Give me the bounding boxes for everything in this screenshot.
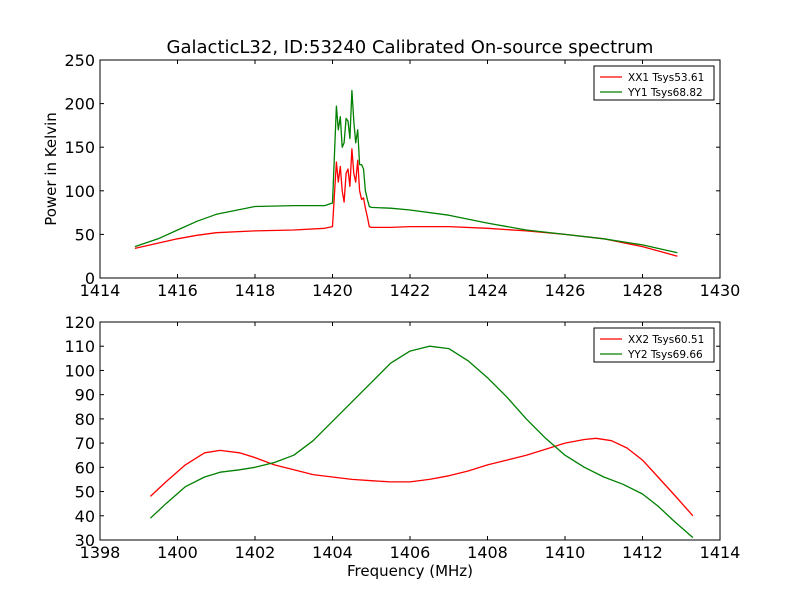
x-tick-label: 1430 [700, 281, 741, 300]
series-line-yy [134, 89, 678, 254]
x-tick-label: 1404 [312, 543, 353, 562]
x-tick-label: 1398 [80, 543, 121, 562]
y-tick-label: 60 [75, 458, 95, 477]
legend-label: XX1 Tsys53.61 [628, 72, 704, 84]
y-tick-label: 200 [64, 95, 95, 114]
y-tick-label: 50 [75, 225, 95, 244]
x-tick-label: 1406 [390, 543, 431, 562]
x-axis-label: Frequency (MHz) [347, 562, 473, 580]
y-tick-label: 30 [75, 531, 95, 550]
y-tick-label: 80 [75, 410, 95, 429]
y-tick-label: 250 [64, 51, 95, 70]
y-tick-label: 90 [75, 386, 95, 405]
chart-title: GalacticL32, ID:53240 Calibrated On-sour… [167, 37, 654, 58]
y-tick-label: 150 [64, 138, 95, 157]
x-tick-label: 1422 [390, 281, 431, 300]
x-tick-label: 1424 [467, 281, 508, 300]
x-tick-label: 1418 [235, 281, 276, 300]
y-axis-label: Power in Kelvin [42, 112, 60, 226]
series-line-xx [149, 437, 694, 517]
y-tick-label: 70 [75, 434, 95, 453]
series-line-yy [149, 345, 694, 539]
x-tick-label: 1408 [467, 543, 508, 562]
x-tick-label: 1428 [622, 281, 663, 300]
y-tick-label: 120 [64, 313, 95, 332]
legend-box [593, 65, 715, 101]
x-tick-label: 1410 [545, 543, 586, 562]
x-tick-label: 1412 [622, 543, 663, 562]
x-tick-label: 1416 [157, 281, 198, 300]
x-tick-label: 1414 [80, 281, 121, 300]
y-tick-label: 0 [85, 269, 95, 288]
bottom-panel: 1398 1400 1402 1404 1406 1408 1410 1412 1414 30 40… [64, 313, 740, 580]
legend-label: YY2 Tsys69.66 [627, 349, 703, 361]
series-line-xx [134, 148, 678, 257]
y-tick-label: 100 [64, 361, 95, 380]
x-tick-label: 1402 [235, 543, 276, 562]
x-tick-label: 1426 [545, 281, 586, 300]
top-panel: 1414 1416 1418 1420 1422 1424 1426 1428 1430 0 50 1… [42, 51, 740, 300]
legend-label: YY1 Tsys68.82 [627, 87, 703, 99]
y-tick-label: 100 [64, 182, 95, 201]
x-tick-label: 1414 [700, 543, 741, 562]
y-tick-label: 110 [64, 337, 95, 356]
x-tick-label: 1420 [312, 281, 353, 300]
legend-box [593, 327, 715, 363]
legend-label: XX2 Tsys60.51 [628, 334, 704, 346]
y-tick-label: 40 [75, 507, 95, 526]
y-tick-label: 50 [75, 483, 95, 502]
x-tick-label: 1400 [157, 543, 198, 562]
